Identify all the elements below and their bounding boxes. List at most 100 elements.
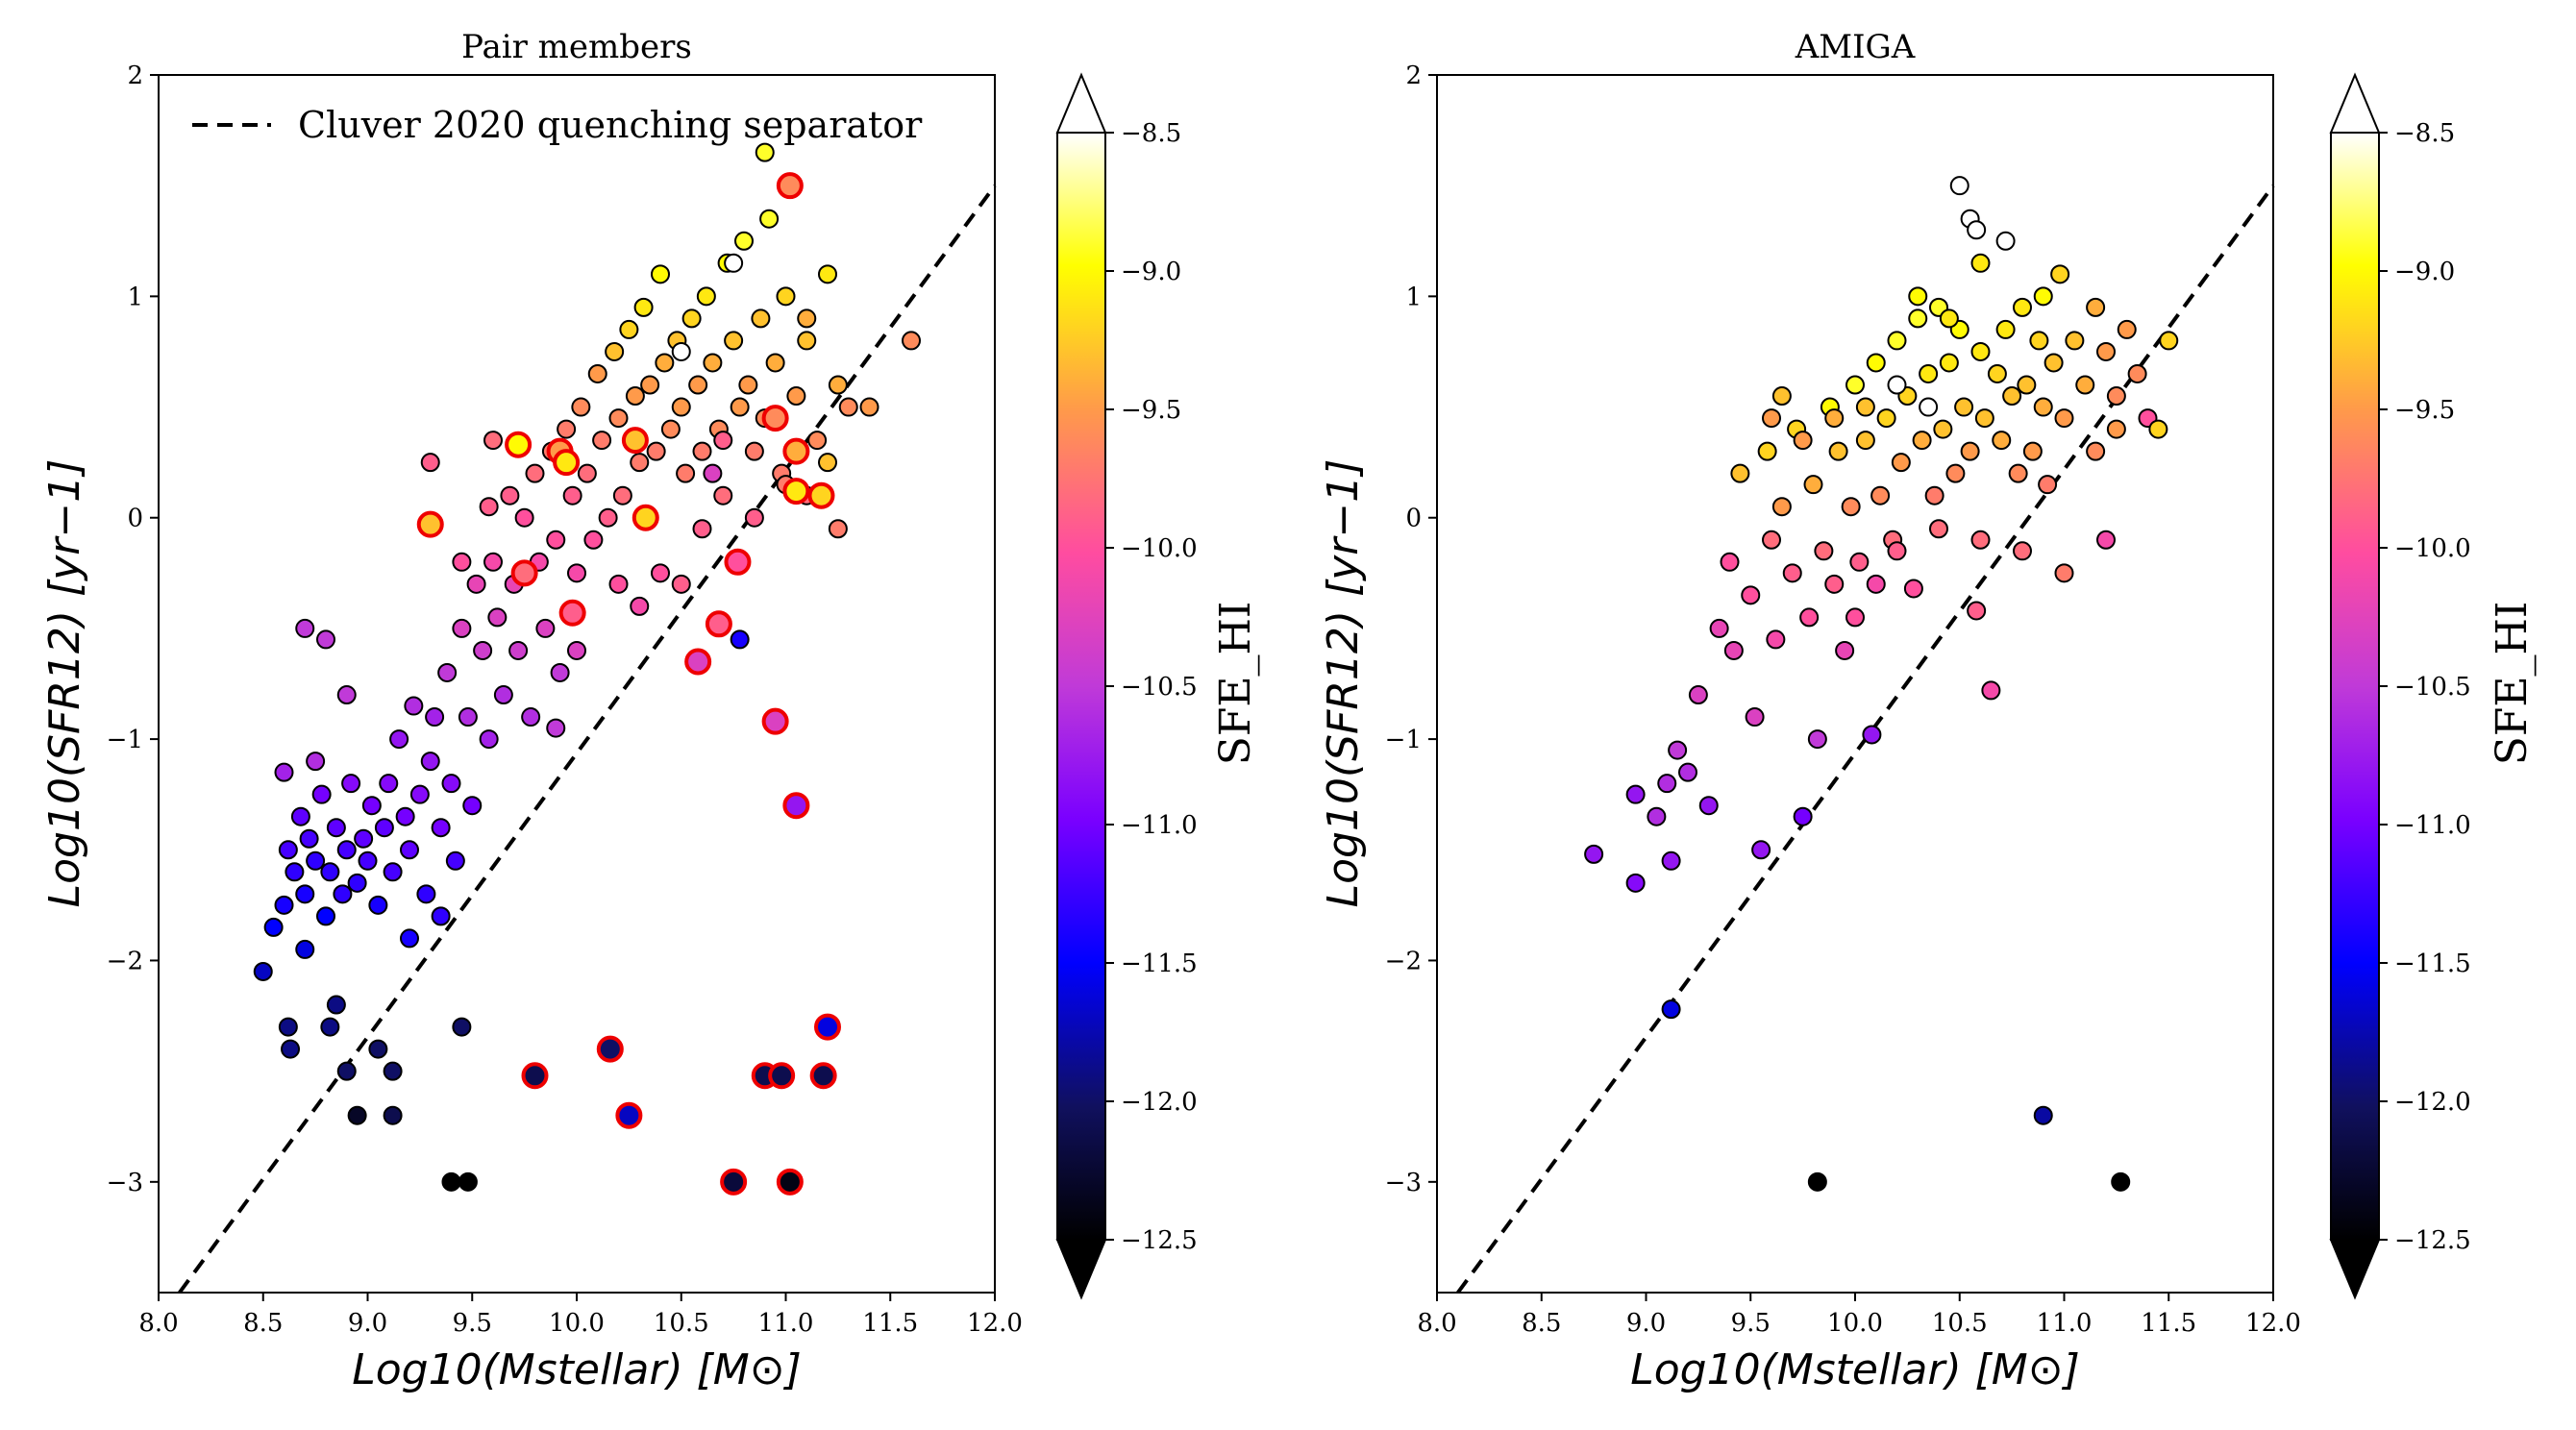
y-tick-label: 2 — [127, 62, 143, 90]
data-point — [651, 264, 670, 284]
data-point — [487, 607, 508, 628]
data-point — [1741, 585, 1761, 605]
highlighted-data-point — [768, 1062, 796, 1090]
data-point — [333, 884, 353, 904]
x-axis: 8.0 8.5 9.0 9.5 10.0 10.5 11.0 11.5 12.0 — [138, 1293, 1023, 1338]
data-point — [1720, 552, 1740, 572]
colorbar-tick-label: −8.5 — [1121, 119, 1181, 148]
panel-amiga: AMIGA 8.0 8.5 9.0 9.5 10.0 10.5 11.0 11.5 12.0 −… — [1319, 28, 2537, 1394]
data-point — [633, 297, 654, 317]
colorbar-tick-label: −9.5 — [1121, 396, 1181, 425]
data-point — [1995, 231, 2016, 251]
colorbar-extend-top — [2329, 72, 2381, 134]
data-point — [347, 873, 367, 893]
data-point — [1891, 453, 1911, 473]
data-point — [557, 419, 577, 439]
x-tick-label: 10.0 — [1827, 1309, 1883, 1338]
data-point — [587, 363, 607, 383]
highlighted-data-point — [632, 504, 659, 531]
y-tick-label: −1 — [107, 726, 143, 754]
data-point — [2013, 297, 2032, 317]
data-point — [730, 629, 750, 650]
data-point — [483, 552, 503, 572]
data-point — [1970, 341, 1991, 361]
data-point — [681, 308, 702, 329]
y-tick-label: −3 — [1385, 1169, 1422, 1197]
data-point — [253, 961, 273, 981]
data-point — [290, 806, 310, 826]
data-point — [1668, 740, 1688, 760]
highlighted-data-point — [596, 1035, 624, 1063]
data-point — [1698, 796, 1719, 816]
data-point — [383, 1105, 403, 1125]
data-point — [1919, 363, 1939, 383]
data-point — [1751, 840, 1771, 860]
data-point — [713, 485, 733, 505]
data-point — [2038, 475, 2058, 495]
data-point — [2086, 441, 2106, 461]
y-tick-label: 1 — [1405, 283, 1422, 311]
panel-pair-members: Pair members 8.0 8.5 9.0 9.5 10.0 10.5 11.0 11.… — [40, 28, 1260, 1394]
highlighted-data-point — [521, 1062, 549, 1090]
plot-area — [1436, 74, 2275, 1294]
x-tick-label: 10.0 — [549, 1309, 605, 1338]
data-point — [299, 828, 319, 849]
data-point — [1793, 806, 1813, 826]
data-point — [1828, 441, 1848, 461]
data-point — [640, 375, 660, 395]
data-point — [458, 707, 478, 727]
colorbar-tick-label: −10.5 — [1121, 673, 1198, 702]
data-point — [1647, 806, 1667, 826]
data-point — [1799, 607, 1820, 628]
data-point — [1945, 463, 1966, 483]
data-point — [420, 453, 440, 473]
data-point — [2033, 397, 2053, 417]
data-point — [295, 939, 315, 959]
data-point — [1981, 680, 2001, 701]
data-point — [263, 917, 284, 937]
x-tick-label: 9.0 — [348, 1309, 387, 1338]
x-tick-label: 9.0 — [1626, 1309, 1666, 1338]
highlighted-data-point — [720, 1168, 748, 1196]
data-point — [1912, 431, 1932, 451]
data-point — [311, 784, 332, 804]
highlighted-data-point — [782, 437, 810, 465]
y-axis: −3 −2 −1 0 1 2 — [1385, 62, 1437, 1197]
data-point — [1866, 353, 1886, 373]
x-tick-label: 11.0 — [2037, 1309, 2093, 1338]
data-point — [671, 574, 691, 594]
data-point — [2029, 331, 2049, 351]
data-point — [567, 640, 586, 660]
data-point — [1939, 353, 1959, 373]
data-point — [1845, 375, 1865, 395]
data-point — [751, 308, 771, 329]
data-point — [1625, 784, 1646, 804]
data-point — [452, 552, 472, 572]
data-point — [724, 331, 744, 351]
data-point — [2159, 331, 2179, 351]
data-point — [818, 453, 837, 473]
data-point — [1771, 386, 1792, 407]
data-point — [306, 752, 326, 772]
data-point — [2054, 563, 2074, 583]
data-point — [295, 884, 315, 904]
plot-area — [158, 74, 997, 1294]
data-point — [546, 718, 566, 738]
data-point — [368, 895, 388, 915]
y-tick-label: −1 — [1385, 726, 1422, 754]
colorbar-gradient — [1057, 133, 1105, 1240]
data-point — [1949, 176, 1969, 196]
data-point — [404, 696, 424, 716]
data-point — [374, 818, 394, 838]
colorbar-tick-label: −10.0 — [1121, 534, 1198, 563]
highlighted-data-point — [807, 481, 835, 509]
data-point — [1835, 640, 1855, 660]
data-point — [479, 497, 499, 517]
x-axis-label: Log10(Mstellar) [M⊙] — [1630, 1345, 2080, 1394]
x-tick-label: 10.5 — [1932, 1309, 1988, 1338]
data-point — [2111, 1171, 2131, 1192]
data-point — [2033, 286, 2053, 307]
data-point — [738, 375, 758, 395]
data-point — [630, 596, 650, 616]
data-point — [521, 707, 541, 727]
